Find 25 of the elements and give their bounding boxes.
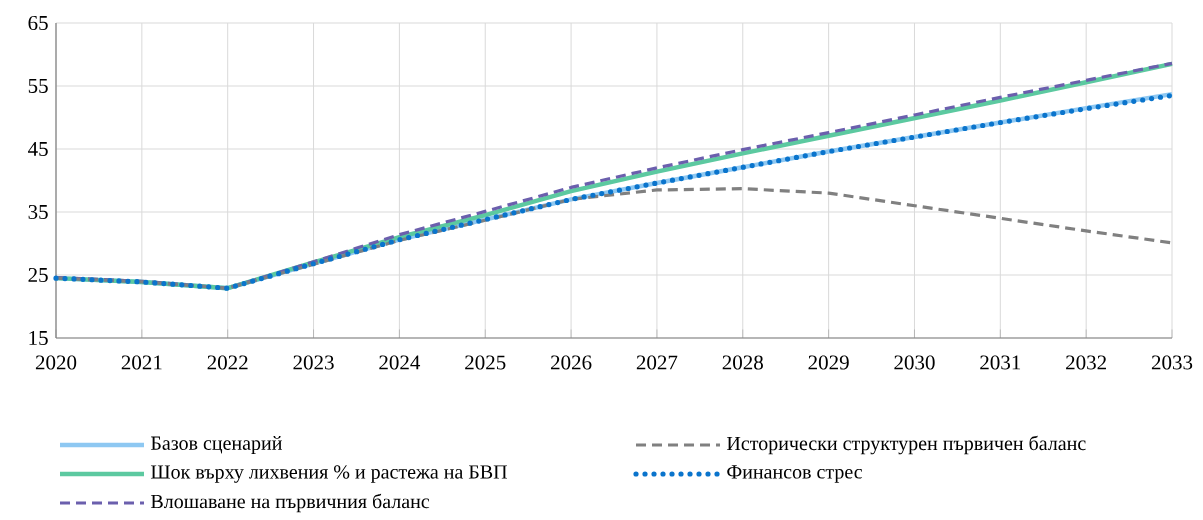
x-tick-label: 2033 bbox=[1151, 355, 1193, 370]
x-tick-label: 2023 bbox=[293, 355, 334, 370]
x-tick-label: 2025 bbox=[465, 355, 506, 370]
legend-label: Исторически структурен първичен баланс bbox=[726, 435, 1086, 455]
x-tick-label: 2022 bbox=[207, 355, 248, 370]
y-tick-label: 45 bbox=[28, 142, 48, 157]
x-tick-label: 2032 bbox=[1066, 355, 1107, 370]
x-tick-label: 2020 bbox=[35, 355, 77, 370]
legend-label: Финансов стрес bbox=[727, 465, 863, 483]
y-tick-label: 25 bbox=[28, 267, 48, 283]
y-tick-label: 35 bbox=[28, 204, 48, 220]
y-tick-label: 65 bbox=[28, 15, 48, 31]
x-tick-label: 2031 bbox=[980, 355, 1021, 370]
y-tick-label: 15 bbox=[29, 330, 48, 346]
legend-label: Шок върху лихвения % и растежа на БВП bbox=[150, 465, 508, 483]
x-tick-label: 2026 bbox=[550, 355, 592, 370]
x-tick-label: 2029 bbox=[808, 355, 849, 370]
y-tick-label: 55 bbox=[28, 79, 48, 93]
x-tick-label: 2024 bbox=[379, 355, 421, 370]
legend-label: Базов сценарий bbox=[150, 436, 282, 454]
x-tick-label: 2030 bbox=[894, 355, 935, 370]
x-tick-label: 2021 bbox=[121, 355, 162, 370]
x-tick-label: 2027 bbox=[636, 355, 678, 370]
x-tick-label: 2028 bbox=[722, 355, 763, 370]
legend-label: Влошаване на първичния баланс bbox=[150, 493, 430, 513]
